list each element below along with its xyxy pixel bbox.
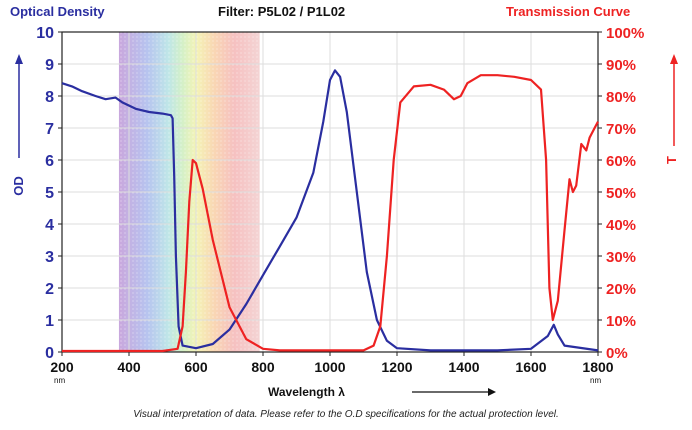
y-right-tick-label: 90%	[606, 57, 636, 74]
x-unit-label-right: nm	[590, 376, 601, 385]
od-header-text: Optical Density	[10, 4, 105, 19]
x-tick-label: 1600	[515, 359, 546, 375]
y-right-tick-label: 100%	[606, 25, 644, 42]
chart-title: Filter: P5L02 / P1L02	[218, 4, 345, 19]
y-left-axis-title: OD	[11, 176, 26, 196]
y-left-tick-label: 6	[45, 153, 54, 170]
transmission-header-text: Transmission Curve	[506, 4, 631, 19]
x-tick-label: 1800	[582, 359, 613, 375]
y-right-tick-label: 40%	[606, 217, 636, 234]
y-right-axis-title: T	[664, 156, 679, 164]
y-left-tick-label: 4	[45, 217, 54, 234]
disclaimer-caption: Visual interpretation of data. Please re…	[133, 409, 559, 420]
chart-title-text: Filter: P5L02 / P1L02	[218, 4, 346, 19]
y-left-arrow-head	[15, 54, 23, 64]
y-right-tick-label: 20%	[606, 281, 636, 298]
y-left-tick-label: 1	[45, 313, 54, 330]
chart: 0123456789100%10%20%30%40%50%60%70%80%90…	[11, 25, 679, 399]
y-left-tick-label: 10	[36, 25, 54, 42]
y-right-tick-label: 10%	[606, 313, 636, 330]
transmission-curve-line	[62, 74, 599, 353]
x-tick-label: 400	[117, 359, 141, 375]
od-axis-header: Optical Density	[10, 4, 105, 19]
y-left-tick-label: 8	[45, 89, 54, 106]
y-right-arrow-head	[670, 54, 678, 64]
x-axis-arrow-head	[488, 388, 496, 396]
x-axis-title: Wavelength λ	[268, 385, 345, 399]
x-tick-label: 200	[50, 359, 74, 375]
y-left-tick-label: 7	[45, 121, 54, 138]
y-left-tick-label: 5	[45, 185, 54, 202]
x-tick-label: 600	[184, 359, 208, 375]
y-left-tick-label: 2	[45, 281, 54, 298]
x-tick-label: 1400	[448, 359, 479, 375]
y-left-tick-label: 9	[45, 57, 54, 74]
y-right-tick-label: 60%	[606, 153, 636, 170]
x-tick-label: 1000	[314, 359, 345, 375]
x-tick-label: 800	[251, 359, 275, 375]
y-right-tick-label: 0%	[606, 345, 628, 362]
optical-density-line	[61, 69, 599, 352]
x-unit-label-left: nm	[54, 376, 65, 385]
y-right-tick-label: 50%	[606, 185, 636, 202]
y-right-tick-label: 30%	[606, 249, 636, 266]
x-tick-label: 1200	[381, 359, 412, 375]
y-left-tick-label: 0	[45, 345, 54, 362]
y-left-tick-label: 3	[45, 249, 54, 266]
y-right-tick-label: 80%	[606, 89, 636, 106]
y-right-tick-label: 70%	[606, 121, 636, 138]
transmission-axis-header: Transmission Curve	[506, 4, 630, 19]
